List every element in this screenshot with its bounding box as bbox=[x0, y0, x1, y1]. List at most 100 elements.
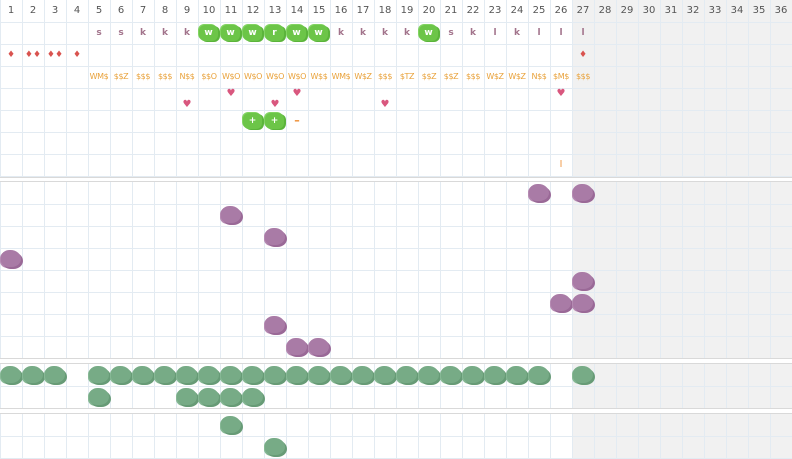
green-blob[interactable] bbox=[441, 366, 461, 383]
column-header-21[interactable]: 21 bbox=[444, 5, 458, 16]
purple-blob[interactable] bbox=[573, 184, 593, 201]
green-blob[interactable] bbox=[331, 366, 351, 383]
purple-blob[interactable] bbox=[265, 228, 285, 245]
letter-mark[interactable]: l bbox=[493, 28, 497, 38]
dollar-code[interactable]: $$$ bbox=[377, 72, 393, 81]
dollar-code[interactable]: $$Z bbox=[443, 72, 459, 81]
column-header-20[interactable]: 20 bbox=[422, 5, 436, 16]
purple-blob[interactable] bbox=[529, 184, 549, 201]
letter-mark[interactable]: l bbox=[559, 28, 563, 38]
purple-blob[interactable] bbox=[221, 206, 241, 223]
column-header-6[interactable]: 6 bbox=[117, 5, 125, 16]
green-blob[interactable] bbox=[199, 388, 219, 405]
column-header-23[interactable]: 23 bbox=[488, 5, 502, 16]
heart-icon[interactable]: ♥ bbox=[270, 99, 280, 110]
column-header-16[interactable]: 16 bbox=[334, 5, 348, 16]
column-header-4[interactable]: 4 bbox=[73, 5, 81, 16]
dollar-code[interactable]: W$Z bbox=[486, 72, 504, 81]
column-header-26[interactable]: 26 bbox=[554, 5, 568, 16]
heart-icon[interactable]: ♥ bbox=[182, 99, 192, 110]
letter-mark[interactable]: k bbox=[470, 28, 476, 38]
green-blob[interactable] bbox=[133, 366, 153, 383]
column-header-34[interactable]: 34 bbox=[730, 5, 744, 16]
column-header-5[interactable]: 5 bbox=[95, 5, 103, 16]
drop-icon[interactable]: ♦ bbox=[578, 50, 588, 60]
letter-badge[interactable]: w bbox=[309, 25, 328, 41]
letter-badge[interactable]: r bbox=[265, 25, 284, 41]
green-blob[interactable] bbox=[221, 388, 241, 405]
green-blob[interactable] bbox=[89, 366, 109, 383]
dollar-code[interactable]: $$$ bbox=[157, 72, 173, 81]
green-blob[interactable] bbox=[177, 366, 197, 383]
column-header-8[interactable]: 8 bbox=[161, 5, 169, 16]
dollar-code[interactable]: W$O bbox=[265, 72, 285, 81]
green-blob[interactable] bbox=[243, 388, 263, 405]
letter-mark[interactable]: k bbox=[140, 28, 146, 38]
green-blob[interactable] bbox=[23, 366, 43, 383]
dollar-code[interactable]: $$Z bbox=[421, 72, 437, 81]
column-header-11[interactable]: 11 bbox=[224, 5, 238, 16]
dollar-code[interactable]: WM$ bbox=[89, 72, 109, 81]
letter-mark[interactable]: k bbox=[404, 28, 410, 38]
dollar-code[interactable]: $M$ bbox=[553, 72, 569, 81]
column-header-29[interactable]: 29 bbox=[620, 5, 634, 16]
letter-badge[interactable]: w bbox=[243, 25, 262, 41]
green-blob[interactable] bbox=[243, 366, 263, 383]
green-blob[interactable] bbox=[507, 366, 527, 383]
dollar-code[interactable]: $$$ bbox=[575, 72, 591, 81]
green-blob[interactable] bbox=[199, 366, 219, 383]
letter-badge[interactable]: w bbox=[419, 25, 438, 41]
column-header-15[interactable]: 15 bbox=[312, 5, 326, 16]
dollar-code[interactable]: W$O bbox=[243, 72, 263, 81]
letter-badge[interactable]: w bbox=[221, 25, 240, 41]
dollar-code[interactable]: $$O bbox=[201, 72, 217, 81]
green-blob[interactable] bbox=[419, 366, 439, 383]
purple-blob[interactable] bbox=[287, 338, 307, 355]
letter-mark[interactable]: s bbox=[118, 28, 124, 38]
dollar-code[interactable]: W$O bbox=[287, 72, 307, 81]
green-blob[interactable] bbox=[529, 366, 549, 383]
column-header-30[interactable]: 30 bbox=[642, 5, 656, 16]
tick-mark[interactable]: l bbox=[559, 160, 563, 170]
column-header-36[interactable]: 36 bbox=[774, 5, 788, 16]
column-header-35[interactable]: 35 bbox=[752, 5, 766, 16]
minus-mark[interactable]: – bbox=[294, 114, 300, 127]
column-header-24[interactable]: 24 bbox=[510, 5, 524, 16]
letter-mark[interactable]: k bbox=[162, 28, 168, 38]
column-header-33[interactable]: 33 bbox=[708, 5, 722, 16]
purple-blob[interactable] bbox=[309, 338, 329, 355]
letter-mark[interactable]: k bbox=[338, 28, 344, 38]
green-blob[interactable] bbox=[375, 366, 395, 383]
green-blob[interactable] bbox=[45, 366, 65, 383]
column-header-25[interactable]: 25 bbox=[532, 5, 546, 16]
column-header-31[interactable]: 31 bbox=[664, 5, 678, 16]
green-blob[interactable] bbox=[397, 366, 417, 383]
column-header-32[interactable]: 32 bbox=[686, 5, 700, 16]
dollar-code[interactable]: N$$ bbox=[531, 72, 547, 81]
letter-mark[interactable]: k bbox=[360, 28, 366, 38]
column-header-7[interactable]: 7 bbox=[139, 5, 147, 16]
green-blob[interactable] bbox=[287, 366, 307, 383]
drop-icon[interactable]: ♦ bbox=[6, 50, 16, 60]
plus-badge[interactable]: + bbox=[265, 113, 284, 129]
column-header-28[interactable]: 28 bbox=[598, 5, 612, 16]
letter-mark[interactable]: l bbox=[537, 28, 541, 38]
column-header-17[interactable]: 17 bbox=[356, 5, 370, 16]
green-blob[interactable] bbox=[485, 366, 505, 383]
column-header-19[interactable]: 19 bbox=[400, 5, 414, 16]
green-blob[interactable] bbox=[265, 366, 285, 383]
dollar-code[interactable]: $$Z bbox=[113, 72, 129, 81]
letter-badge[interactable]: w bbox=[287, 25, 306, 41]
green-blob[interactable] bbox=[1, 366, 21, 383]
letter-mark[interactable]: s bbox=[448, 28, 454, 38]
letter-mark[interactable]: k bbox=[184, 28, 190, 38]
drop-icon[interactable]: ♦♦ bbox=[24, 50, 42, 60]
green-blob[interactable] bbox=[177, 388, 197, 405]
letter-mark[interactable]: l bbox=[581, 28, 585, 38]
green-blob[interactable] bbox=[155, 366, 175, 383]
column-header-9[interactable]: 9 bbox=[183, 5, 191, 16]
green-blob[interactable] bbox=[221, 366, 241, 383]
column-header-3[interactable]: 3 bbox=[51, 5, 59, 16]
dollar-code[interactable]: $$$ bbox=[465, 72, 481, 81]
green-blob[interactable] bbox=[111, 366, 131, 383]
